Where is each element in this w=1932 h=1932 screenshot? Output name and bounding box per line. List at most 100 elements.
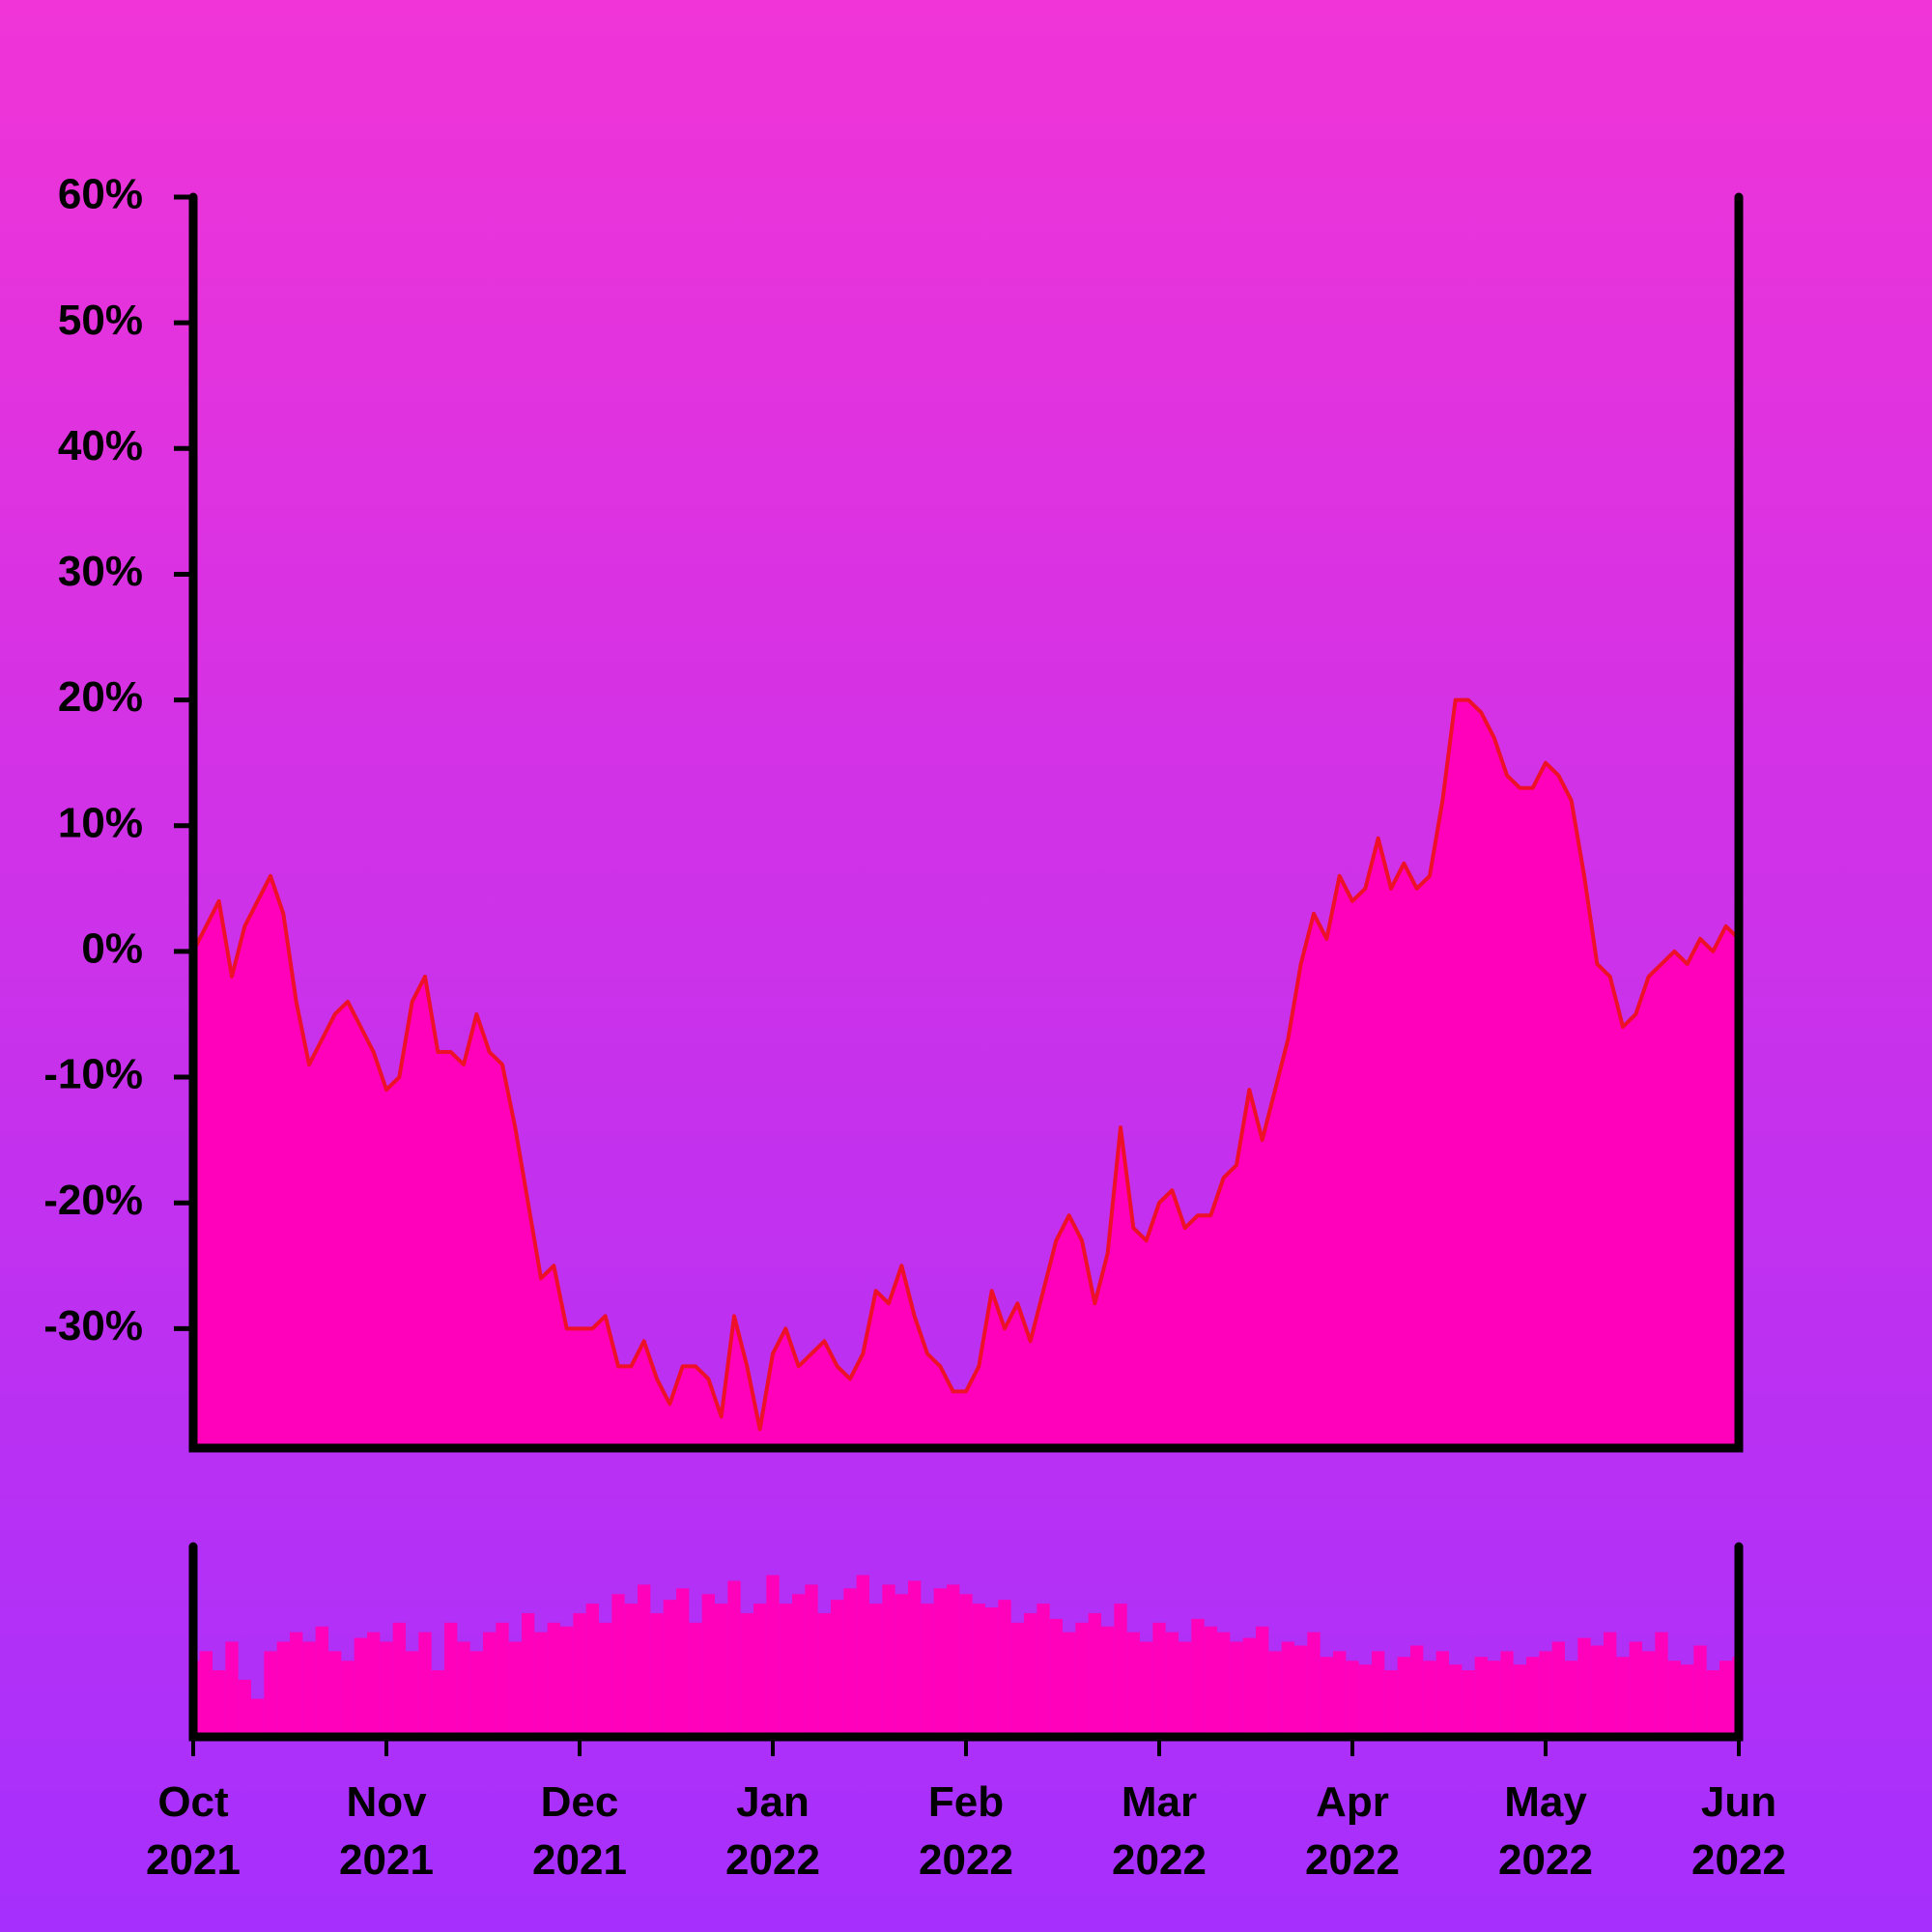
volume-bar — [1140, 1641, 1153, 1737]
volume-bar — [1629, 1641, 1642, 1737]
volume-bar — [1693, 1645, 1707, 1737]
volume-bar — [933, 1588, 947, 1737]
volume-bar — [522, 1612, 535, 1737]
x-tick-label: Dec 2021 — [532, 1778, 627, 1884]
volume-bar — [792, 1594, 806, 1737]
volume-bar — [701, 1594, 715, 1737]
volume-bar — [663, 1600, 676, 1737]
x-tick-label: Nov 2021 — [339, 1778, 434, 1884]
x-tick-label: Oct 2021 — [146, 1778, 241, 1884]
volume-bar — [753, 1604, 767, 1737]
volume-bar — [1126, 1632, 1140, 1737]
volume-bar — [560, 1626, 574, 1737]
volume-bar — [715, 1604, 728, 1737]
volume-bar — [1719, 1661, 1733, 1737]
volume-bar — [1281, 1641, 1294, 1737]
x-tick-label: May 2022 — [1498, 1778, 1593, 1884]
volume-bar — [895, 1594, 908, 1737]
volume-bar — [1333, 1651, 1347, 1737]
volume-bar — [1423, 1661, 1436, 1737]
volume-bar — [1488, 1661, 1501, 1737]
volume-bar — [908, 1580, 922, 1737]
x-tick-label: Jan 2022 — [725, 1778, 820, 1884]
y-tick-label: 50% — [58, 297, 143, 344]
area — [193, 699, 1739, 1448]
y-tick-label: -30% — [43, 1302, 143, 1350]
volume-bar — [1551, 1641, 1565, 1737]
volume-bar — [599, 1622, 612, 1737]
volume-bar — [998, 1600, 1011, 1737]
volume-bar — [1410, 1645, 1424, 1737]
volume-bar — [1165, 1632, 1179, 1737]
volume-bar — [199, 1651, 213, 1737]
volume-bar — [380, 1641, 393, 1737]
volume-bar — [1706, 1670, 1719, 1737]
volume-bar — [1604, 1632, 1617, 1737]
volume-bar — [650, 1612, 664, 1737]
volume-bar — [1526, 1657, 1540, 1737]
volume-bar — [469, 1651, 483, 1737]
volume-bar — [921, 1604, 934, 1737]
volume-bar — [483, 1632, 497, 1737]
volume-bar — [1358, 1664, 1372, 1737]
volume-bar — [1114, 1604, 1127, 1737]
volume-bar — [1449, 1664, 1463, 1737]
volume-bar — [1191, 1618, 1205, 1737]
volume-bar — [1101, 1626, 1115, 1737]
volume-bar — [341, 1661, 355, 1737]
volume-bar — [496, 1622, 509, 1737]
volume-bar — [392, 1622, 406, 1737]
volume-bar — [213, 1670, 226, 1737]
volume-bar — [1230, 1641, 1243, 1737]
volume-bar — [1242, 1637, 1256, 1737]
volume-bar — [1179, 1641, 1192, 1737]
volume-bar — [856, 1575, 869, 1737]
volume-bar — [1500, 1651, 1514, 1737]
volume-bar — [727, 1580, 741, 1737]
volume-bar — [290, 1632, 303, 1737]
volume-bar — [740, 1612, 753, 1737]
volume-bar — [1462, 1670, 1475, 1737]
line — [191, 697, 1741, 1432]
volume-bar — [1655, 1632, 1668, 1737]
volume-bar — [1268, 1651, 1282, 1737]
volume-bar — [624, 1604, 638, 1737]
volume-bar — [1590, 1645, 1604, 1737]
volume-bar — [1075, 1622, 1089, 1737]
volume-bar — [1010, 1622, 1024, 1737]
volume-bar — [843, 1588, 857, 1737]
volume-bar — [1152, 1622, 1166, 1737]
volume-bar — [831, 1600, 844, 1737]
volume-bar — [972, 1604, 985, 1737]
volume-bar — [573, 1612, 586, 1737]
volume-bar — [1320, 1657, 1333, 1737]
volume-bar — [1577, 1637, 1591, 1737]
volume-bar — [817, 1612, 831, 1737]
y-tick-label: 60% — [58, 171, 143, 218]
volume-bar — [1256, 1626, 1269, 1737]
volume-bar — [1681, 1664, 1694, 1737]
volume-bar — [406, 1651, 419, 1737]
volume-bar — [985, 1607, 999, 1737]
volume-bar — [315, 1626, 328, 1737]
volume-bar — [534, 1632, 548, 1737]
volume-bar — [1063, 1632, 1076, 1737]
volume-bar — [1565, 1661, 1578, 1737]
y-tick-label: 30% — [58, 548, 143, 595]
volume-bar — [689, 1622, 702, 1737]
volume-bar — [585, 1604, 599, 1737]
volume-bar — [354, 1637, 367, 1737]
volume-bar — [1294, 1645, 1308, 1737]
y-tick-label: 20% — [58, 673, 143, 721]
volume-bar — [869, 1604, 883, 1737]
y-tick-label: 10% — [58, 799, 143, 846]
volume-bar — [1539, 1651, 1552, 1737]
volume-bar — [431, 1670, 444, 1737]
volume-bar — [457, 1641, 470, 1737]
y-tick-label: 0% — [81, 925, 143, 973]
volume-bar — [1513, 1664, 1526, 1737]
volume-bar — [238, 1679, 251, 1737]
volume-bar — [264, 1651, 277, 1737]
